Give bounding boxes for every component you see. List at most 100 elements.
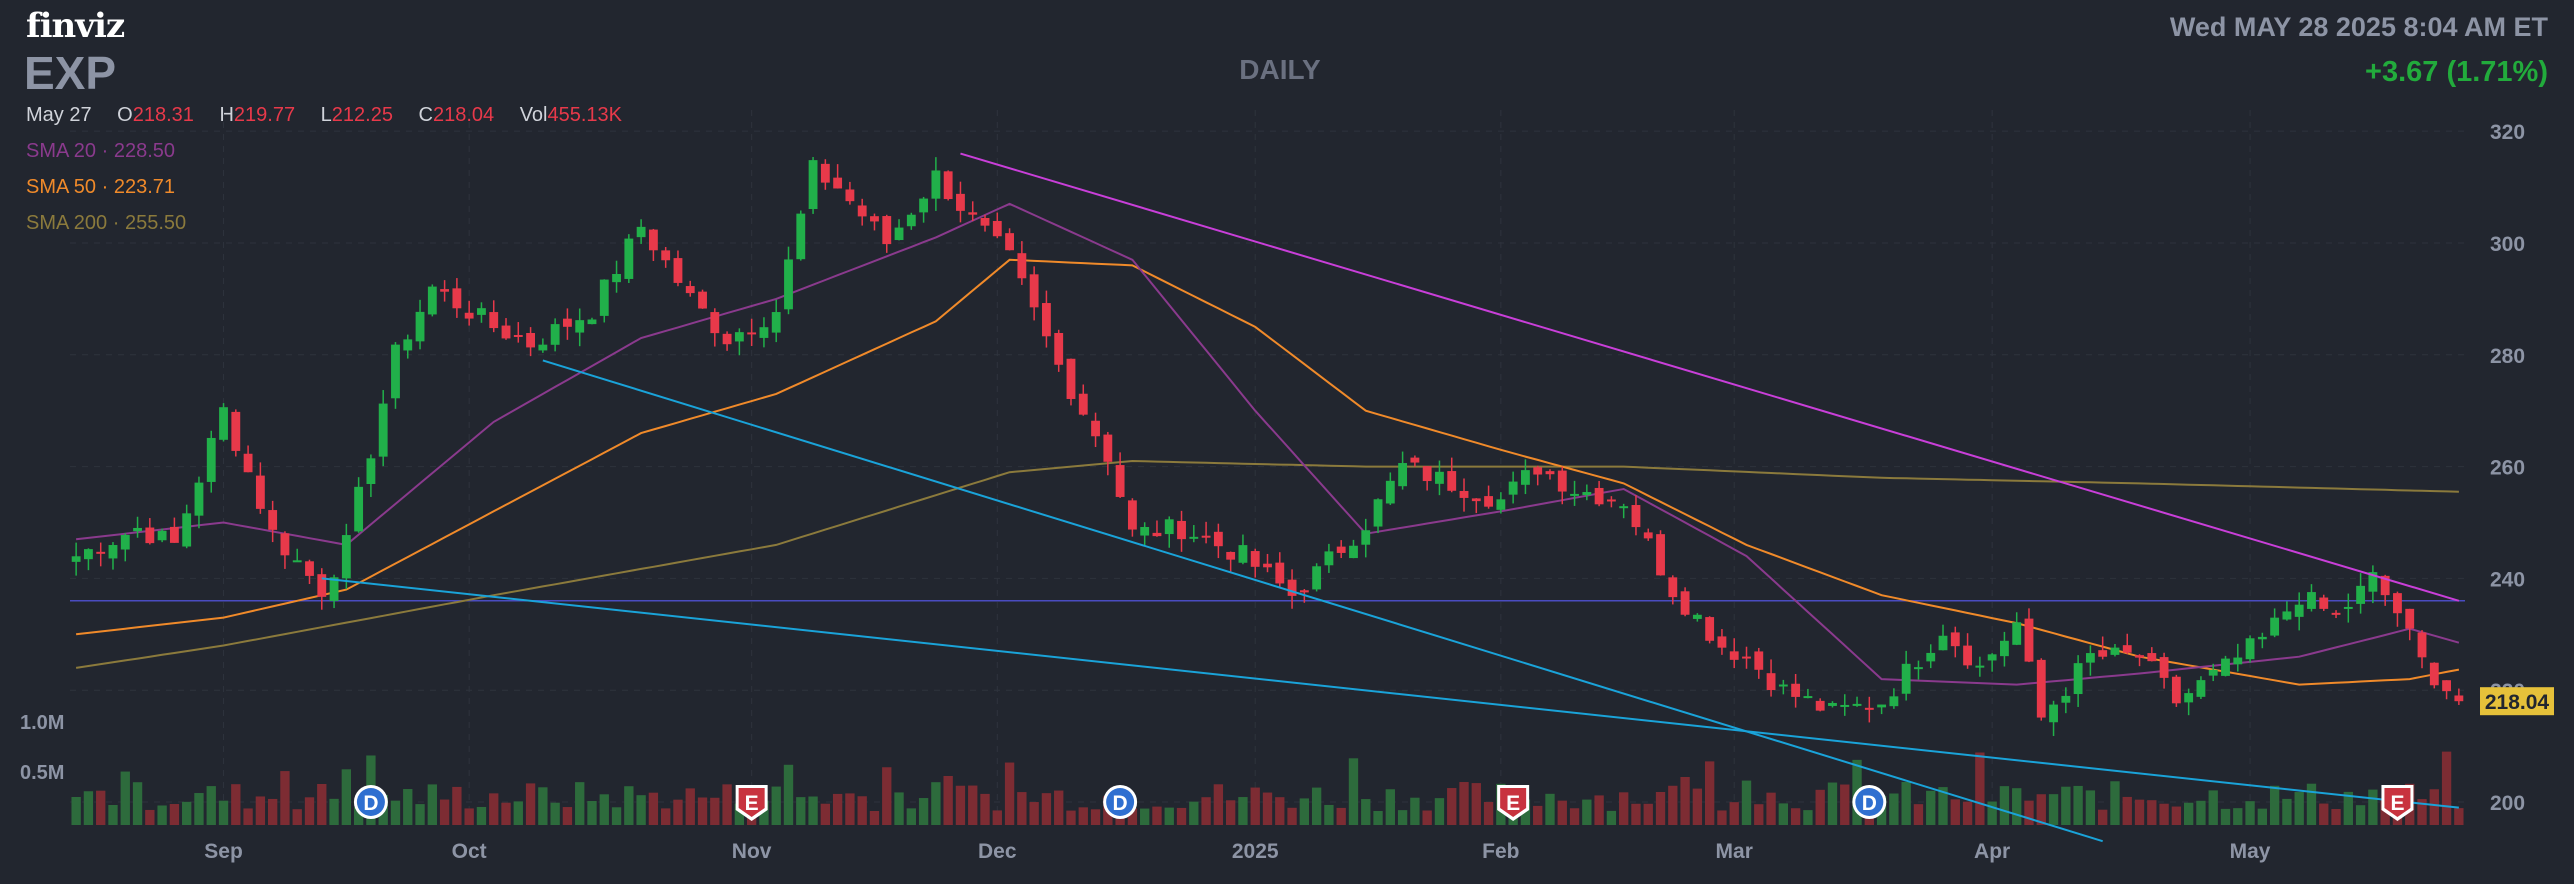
candle-body — [206, 437, 216, 482]
sma50-legend[interactable]: SMA 50 · 223.71 — [26, 176, 175, 198]
candle-body — [2282, 611, 2292, 620]
dividend-marker[interactable]: D — [1103, 785, 1138, 819]
volume-bar — [1766, 792, 1776, 825]
volume-bar — [2012, 788, 2022, 825]
candle-body — [1091, 420, 1100, 437]
candle-body — [2085, 653, 2095, 663]
earnings-marker[interactable]: E — [735, 785, 768, 821]
volume-bar — [1090, 809, 1101, 825]
candle-body — [1177, 520, 1186, 540]
candle-body — [145, 527, 155, 544]
candle-body — [2036, 659, 2046, 718]
sma200-legend[interactable]: SMA 200 · 255.50 — [26, 212, 187, 234]
volume-bar — [648, 792, 659, 825]
candle-body — [2221, 658, 2230, 676]
volume-bar — [2331, 809, 2341, 825]
volume-bar — [1913, 804, 1924, 825]
volume-bar — [1213, 784, 1224, 825]
candle-body — [943, 171, 953, 200]
earnings-marker[interactable]: E — [2381, 785, 2414, 821]
candle-body — [624, 238, 634, 279]
candle-body — [1066, 358, 1076, 399]
volume-bar — [1557, 800, 1567, 825]
volume-bar — [1066, 810, 1076, 825]
candle-body — [1742, 656, 1751, 659]
volume-bar — [1545, 793, 1555, 825]
candle-body — [1815, 700, 1825, 711]
event-marker-letter: E — [1506, 792, 1520, 815]
volume-bar — [476, 806, 487, 825]
volume-bar — [2233, 808, 2243, 825]
candle-body — [366, 458, 376, 485]
candle-body — [452, 288, 462, 309]
volume-bar — [1311, 787, 1322, 825]
volume-bar — [71, 796, 81, 825]
candle-body — [1471, 498, 1481, 502]
volume-bar — [1471, 783, 1481, 825]
volume-bar — [2183, 802, 2194, 825]
candle-body — [2233, 657, 2243, 665]
candle-body — [673, 258, 683, 283]
candle-body — [1029, 274, 1039, 308]
y-tick-label: 320 — [2490, 121, 2525, 144]
candle-body — [2294, 604, 2304, 617]
candle-body — [1594, 487, 1604, 505]
candle-body — [2429, 662, 2439, 686]
volume-bar — [1606, 810, 1617, 825]
candle-body — [1250, 551, 1260, 567]
volume-bar — [1815, 789, 1825, 825]
sma20-line — [75, 202, 2460, 686]
x-tick-label: Nov — [732, 840, 772, 863]
volume-bar — [2441, 751, 2452, 825]
volume-bar — [1569, 808, 1580, 825]
sma200-value: 255.50 — [124, 212, 187, 234]
candle-body — [1140, 526, 1150, 536]
candle-body — [1766, 673, 1776, 691]
candle-body — [1238, 545, 1248, 563]
volume-bar — [2269, 785, 2280, 825]
low-value: 212.25 — [331, 104, 393, 126]
volume-bar — [2036, 794, 2046, 825]
candle-body — [2442, 680, 2451, 692]
candle-body — [1926, 652, 1936, 662]
volume-bar — [1410, 797, 1420, 825]
volume-bar — [1447, 788, 1457, 825]
volume-bar — [968, 785, 978, 825]
volume-bar — [2171, 806, 2182, 825]
volume-bar — [1692, 788, 1703, 825]
candle-body — [857, 205, 867, 217]
volume-bar — [1950, 799, 1960, 825]
volume-bar — [439, 799, 450, 825]
volume-bar — [2454, 808, 2464, 825]
earnings-marker[interactable]: E — [1497, 785, 1530, 821]
finviz-logo[interactable]: finviz — [26, 6, 125, 46]
candle-body — [440, 289, 450, 292]
sma20-legend[interactable]: SMA 20 · 228.50 — [26, 140, 175, 162]
dividend-marker[interactable]: D — [1852, 785, 1887, 819]
volume-bar — [1778, 803, 1789, 825]
volume-bar — [2306, 783, 2317, 825]
x-tick-label: Oct — [452, 840, 487, 863]
candle-body — [1213, 531, 1223, 547]
candle-body — [2380, 575, 2390, 596]
volume-bar — [1790, 808, 1801, 825]
candle-body — [1975, 665, 1985, 668]
candle-body — [2245, 638, 2255, 660]
candle-body — [1152, 532, 1162, 537]
dividend-marker-fill — [356, 788, 385, 816]
candle-body — [280, 533, 290, 556]
chart-period: DAILY — [1239, 54, 1321, 85]
volume-bar — [452, 786, 462, 825]
volume-bar — [857, 796, 867, 825]
volume-bar — [1655, 791, 1666, 825]
candle-body — [1349, 545, 1358, 559]
volume-bar — [783, 764, 794, 825]
candle-body — [1852, 703, 1862, 706]
dividend-marker[interactable]: D — [353, 785, 388, 819]
volume-bar — [1287, 807, 1297, 825]
candle-body — [1778, 684, 1788, 687]
volume-bar — [1275, 797, 1285, 825]
volume-bar — [341, 769, 352, 825]
volume-bar — [1668, 785, 1678, 825]
